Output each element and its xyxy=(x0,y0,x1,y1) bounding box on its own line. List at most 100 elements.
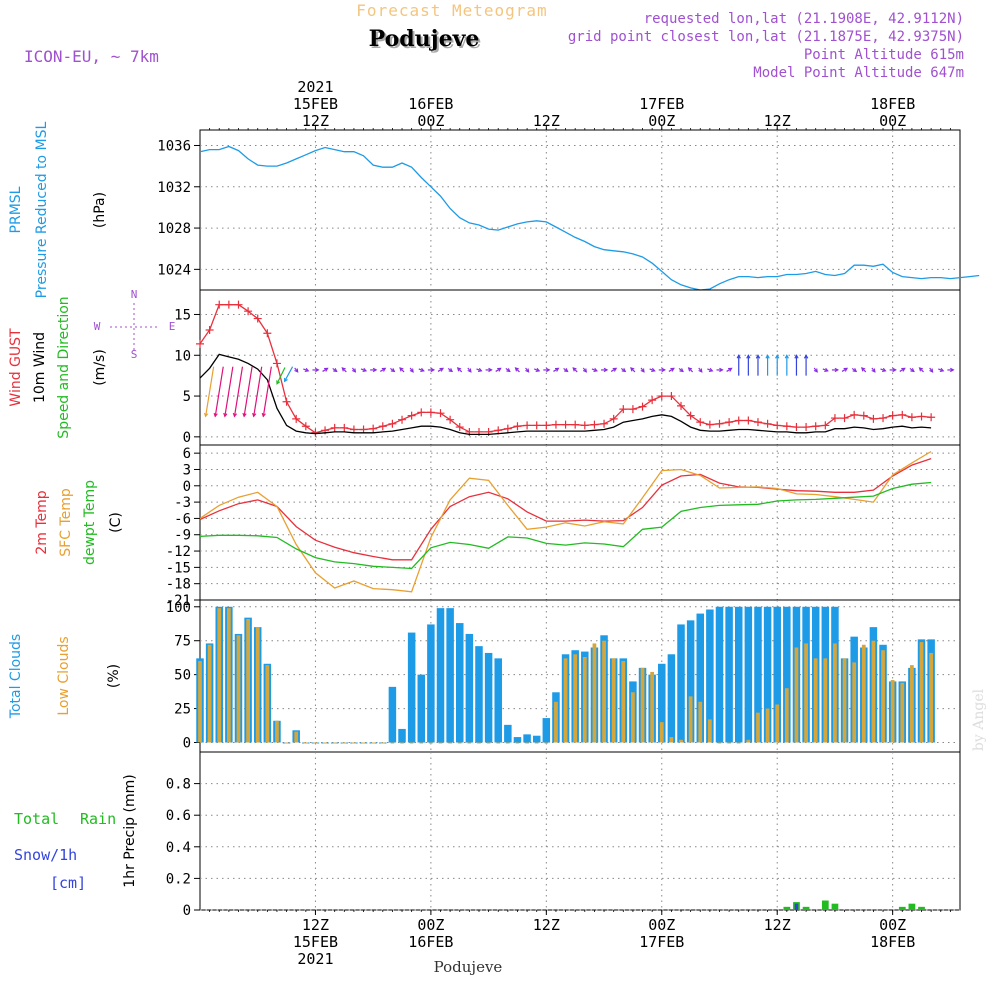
wind-arrow-head xyxy=(708,367,714,372)
gust-marker xyxy=(292,414,301,423)
y-axis-label: Pressure Reduced to MSL xyxy=(34,121,50,298)
series-line-dewpt-temp xyxy=(199,481,932,570)
wind-arrow-head xyxy=(640,368,645,373)
y-axis-label: 2m Temp xyxy=(34,490,50,554)
total-cloud-bar xyxy=(677,624,685,743)
gust-marker xyxy=(340,423,349,432)
low-cloud-bar xyxy=(910,665,914,743)
total-cloud-bar xyxy=(715,606,724,743)
total-cloud-bar xyxy=(475,646,483,743)
wind-arrow-head xyxy=(333,368,338,373)
wind-arrow-head xyxy=(775,354,780,359)
gust-marker xyxy=(667,392,676,401)
total-cloud-bar xyxy=(686,620,695,743)
gust-marker xyxy=(446,415,455,424)
wind-arrow-head xyxy=(203,412,209,418)
gust-marker xyxy=(407,411,416,420)
total-cloud-bar xyxy=(398,728,406,743)
top-time-label: 12Z xyxy=(764,112,791,130)
wind-arrow xyxy=(262,366,272,417)
total-cloud-bar xyxy=(388,686,397,743)
wind-arrow-head xyxy=(261,412,266,418)
top-time-label: 16FEB xyxy=(408,95,453,113)
bottom-time-label: 00Z xyxy=(417,916,444,934)
wind-arrow-head xyxy=(304,367,310,372)
low-cloud-bar xyxy=(631,692,635,743)
low-cloud-bar xyxy=(746,739,751,743)
wind-arrow-head xyxy=(372,367,378,373)
total-cloud-bar xyxy=(407,632,416,743)
wind-arrow-head xyxy=(719,367,724,373)
gust-marker xyxy=(369,424,378,433)
wind-arrow-head xyxy=(687,367,693,372)
wind-arrow-head xyxy=(324,367,329,372)
wind-arrow-head xyxy=(252,412,257,418)
gust-marker xyxy=(301,422,310,431)
low-cloud-bar xyxy=(919,642,924,743)
low-cloud-bar xyxy=(707,719,712,743)
low-cloud-bar xyxy=(352,742,356,744)
gust-marker xyxy=(263,329,272,338)
total-cloud-bar xyxy=(427,624,435,743)
model-altitude: Model Point Altitude 647m xyxy=(753,65,964,81)
gust-marker xyxy=(648,396,657,405)
low-cloud-bar xyxy=(640,667,645,743)
bottom-time-label: 2021 xyxy=(297,950,333,968)
low-cloud-bar xyxy=(409,742,414,744)
snow-bar xyxy=(794,903,799,910)
low-cloud-bar xyxy=(688,696,693,743)
model-label: ICON-EU, ~ 7km xyxy=(24,47,159,66)
low-cloud-bar xyxy=(371,742,376,744)
y-tick-label: -3 xyxy=(174,495,191,511)
total-cloud-bar xyxy=(744,606,753,743)
low-cloud-bar xyxy=(515,742,520,744)
panel-5: 0 0.2 0.4 0.6 0.8 1hr Precip (mm) Total RainSno… xyxy=(14,751,961,919)
y-tick-label: 0 xyxy=(183,479,191,495)
wind-arrow-head xyxy=(477,367,483,372)
wind-arrow-head xyxy=(882,367,887,372)
gust-marker xyxy=(888,411,897,420)
gust-marker xyxy=(696,418,705,427)
wind-arrow-head xyxy=(582,368,587,373)
total-cloud-bar xyxy=(446,608,454,743)
total-cloud-bar xyxy=(417,674,426,743)
gust-marker xyxy=(378,422,387,431)
y-axis-label: Total Clouds xyxy=(8,634,24,719)
y-axis-label: Low Clouds xyxy=(56,636,72,715)
side-label-total: Total xyxy=(14,810,59,828)
wind-arrow-head xyxy=(670,367,675,372)
bottom-time-label: 12Z xyxy=(302,916,329,934)
low-cloud-bar xyxy=(380,742,385,744)
wind-arrow-head xyxy=(409,368,414,373)
gust-marker xyxy=(734,416,743,425)
low-cloud-bar xyxy=(217,608,222,743)
panel-2: 0 5 10 15 Wind GUST 10m Wind Speed and Directi… xyxy=(8,288,961,446)
low-cloud-bar xyxy=(477,742,481,744)
top-time-label: 15FEB xyxy=(293,95,338,113)
wind-arrow-head xyxy=(661,367,666,373)
wind-arrow-head xyxy=(242,412,247,418)
rain-bar xyxy=(918,906,925,910)
wind-arrow-head xyxy=(746,354,751,359)
wind-arrow-head xyxy=(651,367,656,372)
low-cloud-bar xyxy=(698,701,703,743)
wind-arrow-head xyxy=(213,412,218,418)
y-tick-label: 0 xyxy=(183,430,191,446)
gust-marker xyxy=(869,414,878,423)
bottom-time-label: 00Z xyxy=(648,916,675,934)
wind-arrow-head xyxy=(276,380,281,385)
low-cloud-bar xyxy=(563,658,568,743)
low-cloud-bar xyxy=(400,742,404,744)
total-cloud-bar xyxy=(734,606,743,743)
bottom-time-label: 18FEB xyxy=(870,933,915,951)
low-cloud-bar xyxy=(496,742,501,744)
wind-arrow-head xyxy=(784,354,789,359)
gust-marker xyxy=(619,405,628,414)
total-cloud-bar xyxy=(465,633,474,743)
top-time-label: 18FEB xyxy=(870,95,915,113)
gust-marker xyxy=(580,421,589,430)
gust-marker xyxy=(234,300,243,309)
low-cloud-bar xyxy=(659,722,664,743)
